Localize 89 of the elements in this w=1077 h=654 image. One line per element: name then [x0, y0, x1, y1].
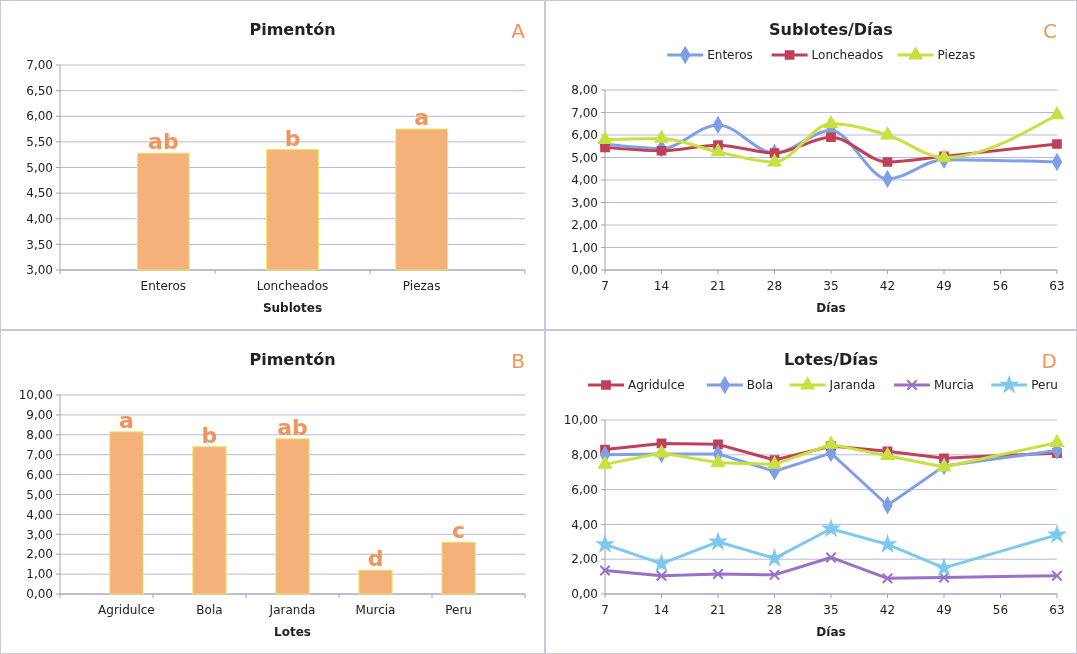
y-tick-label: 6,00 — [26, 109, 53, 124]
legend-label: Piezas — [937, 48, 976, 63]
x-tick-label: 7 — [601, 279, 609, 293]
y-tick-label: 4,00 — [26, 211, 53, 226]
y-tick-label: 5,00 — [26, 487, 53, 502]
x-tick-label: 35 — [823, 603, 839, 617]
y-tick-label: 3,50 — [26, 237, 53, 252]
legend-label: Enteros — [707, 48, 753, 63]
x-tick-label: Murcia — [355, 603, 396, 617]
y-tick-label: 0,00 — [26, 587, 53, 602]
x-tick-label: 63 — [1049, 279, 1065, 293]
y-tick-label: 10,00 — [563, 413, 598, 428]
y-tick-label: 0,00 — [571, 587, 598, 602]
text: C — [1043, 19, 1057, 43]
y-tick-label: 6,00 — [26, 467, 53, 482]
annotation: b — [284, 125, 301, 151]
legend-label: Agridulce — [628, 378, 685, 393]
x-tick-label: Peru — [445, 603, 472, 617]
y-tick-label: 8,00 — [26, 428, 53, 442]
legend-label: Bola — [746, 378, 774, 393]
x-tick-label: Agridulce — [98, 603, 155, 617]
y-tick-label: 8,00 — [571, 83, 598, 98]
annotation: b — [201, 422, 218, 448]
annotation: ab — [277, 414, 308, 440]
y-tick-label: 4,00 — [26, 507, 53, 522]
annotation: a — [119, 407, 134, 433]
x-tick-label: 42 — [879, 603, 896, 617]
y-tick-label: 4,00 — [571, 173, 598, 188]
legend-label: Loncheados — [811, 48, 884, 63]
y-tick-label: 1,00 — [571, 240, 598, 255]
x-tick-label: 63 — [1049, 603, 1065, 617]
y-tick-label: 2,00 — [26, 547, 53, 562]
y-tick-label: 10,00 — [18, 388, 53, 403]
x-tick-label: 21 — [710, 603, 726, 617]
x-tick-label: 56 — [992, 603, 1009, 617]
y-tick-label: 7,00 — [571, 105, 598, 120]
legend-label: Murcia — [934, 378, 974, 393]
y-tick-label: 4,50 — [26, 186, 53, 201]
x-tick-label: Loncheados — [256, 279, 329, 293]
y-tick-label: 2,00 — [571, 218, 598, 233]
x-tick-label: Enteros — [140, 279, 187, 293]
y-tick-label: 6,00 — [571, 482, 598, 497]
chart-title: Sublotes/Días — [769, 20, 893, 39]
y-tick-label: 6,00 — [571, 128, 598, 143]
x-tick-label: 35 — [823, 279, 839, 293]
text: A — [511, 19, 526, 43]
annotation: a — [414, 105, 430, 131]
legend-label: Peru — [1031, 378, 1058, 393]
y-tick-label: 4,00 — [571, 517, 598, 532]
text: B — [511, 349, 525, 373]
x-tick-label: 49 — [936, 279, 952, 293]
legend-label: Jaranda — [828, 378, 876, 393]
x-tick-label: 14 — [653, 603, 670, 617]
y-tick-label: 1,00 — [26, 567, 53, 582]
y-tick-label: 3,00 — [26, 527, 53, 542]
y-tick-label: 5,50 — [26, 135, 53, 150]
x-axis-title: Días — [816, 301, 846, 315]
x-tick-label: Piezas — [402, 279, 441, 293]
x-tick-label: 28 — [766, 603, 783, 617]
chart-title: Pimentón — [249, 350, 336, 369]
x-tick-label: Jaranda — [268, 603, 316, 617]
y-tick-label: 5,00 — [26, 160, 53, 175]
x-tick-label: 14 — [653, 279, 670, 293]
y-tick-label: 9,00 — [26, 408, 53, 423]
x-tick-label: 49 — [936, 603, 952, 617]
x-tick-label: 7 — [601, 603, 609, 617]
chart-title: Lotes/Días — [783, 350, 879, 369]
y-tick-label: 3,00 — [26, 263, 53, 278]
y-tick-label: 0,00 — [571, 263, 598, 278]
y-tick-label: 6,50 — [26, 83, 53, 98]
annotation: ab — [148, 129, 179, 155]
x-axis-title: Sublotes — [262, 301, 323, 315]
x-tick-label: 21 — [710, 279, 726, 293]
x-tick-label: Bola — [196, 603, 223, 617]
text: D — [1041, 349, 1057, 373]
y-tick-label: 3,00 — [571, 195, 598, 210]
annotation: d — [367, 546, 384, 572]
y-tick-label: 2,00 — [571, 552, 598, 567]
x-tick-label: 28 — [766, 279, 783, 293]
x-axis-title: Días — [816, 625, 846, 639]
x-axis-title: Lotes — [274, 625, 311, 639]
y-tick-label: 8,00 — [571, 448, 598, 462]
annotation: c — [452, 518, 466, 544]
y-tick-label: 5,00 — [571, 150, 598, 165]
x-tick-label: 56 — [992, 279, 1009, 293]
x-tick-label: 42 — [879, 279, 896, 293]
chart-title: Pimentón — [249, 20, 336, 39]
y-tick-label: 7,00 — [26, 447, 53, 462]
y-tick-label: 7,00 — [26, 58, 53, 73]
